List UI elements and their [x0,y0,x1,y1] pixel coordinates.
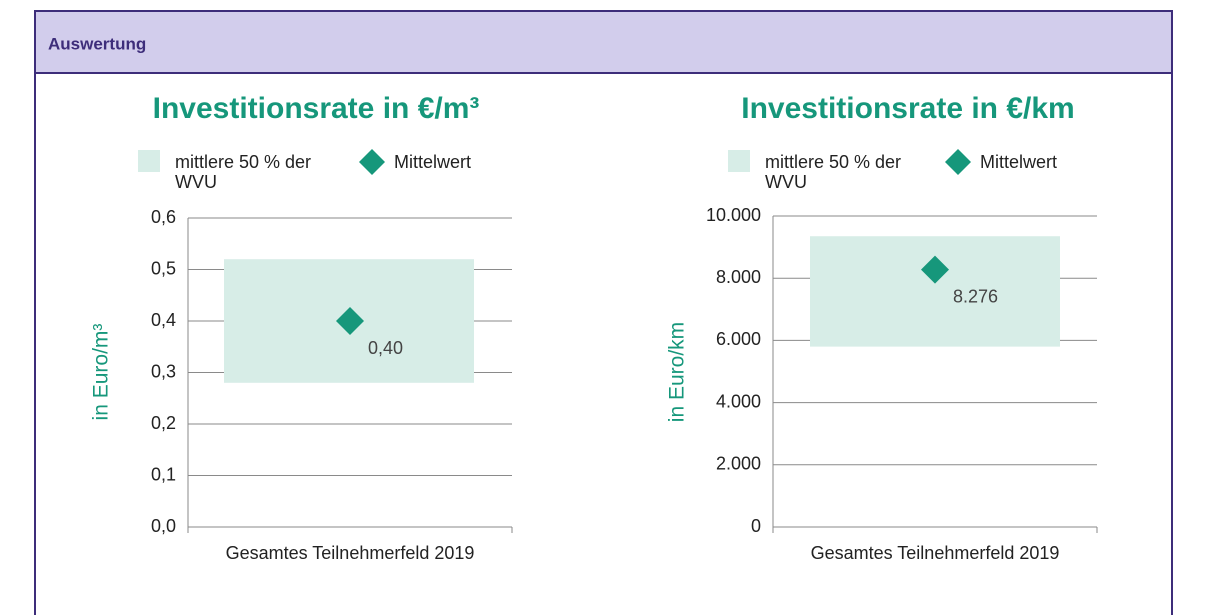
mean-marker [921,255,949,284]
chart-title: Investitionsrate in €/km [741,92,1074,125]
y-axis-label: in Euro/km [666,322,689,422]
legend-swatch [728,150,750,172]
value-label: 0,40 [368,338,403,358]
y-tick-label: 0,4 [151,310,176,330]
chart-title: Investitionsrate in €/m³ [153,92,480,125]
header-band [36,12,1171,73]
y-tick-label: 0 [751,516,761,536]
x-tick-label: Gesamtes Teilnehmerfeld 2019 [226,543,475,563]
legend-diamond [945,149,971,175]
y-tick-label: 0,1 [151,464,176,484]
x-tick-label: Gesamtes Teilnehmerfeld 2019 [811,543,1060,563]
legend-swatch [138,150,160,172]
y-tick-label: 0,5 [151,258,176,278]
legend-label: mittlere 50 % der WVU [765,152,902,192]
y-tick-label: 0,2 [151,413,176,433]
y-tick-label: 4.000 [716,391,761,411]
band [810,236,1060,347]
mean-marker [336,307,364,335]
legend-diamond [359,149,385,175]
legend-label: Mittelwert [980,152,1057,172]
y-tick-label: 6.000 [716,329,761,349]
y-tick-label: 10.000 [706,205,761,225]
value-label: 8.276 [953,286,998,306]
legend-label: Mittelwert [394,152,471,172]
y-tick-label: 0,6 [151,207,176,227]
y-tick-label: 2.000 [716,454,761,474]
y-tick-label: 0,0 [151,516,176,536]
y-tick-label: 0,3 [151,361,176,381]
y-axis-label: in Euro/m³ [90,324,113,421]
legend-label: mittlere 50 % der WVU [175,152,312,192]
header-title: Auswertung [48,34,146,53]
y-tick-label: 8.000 [716,267,761,287]
